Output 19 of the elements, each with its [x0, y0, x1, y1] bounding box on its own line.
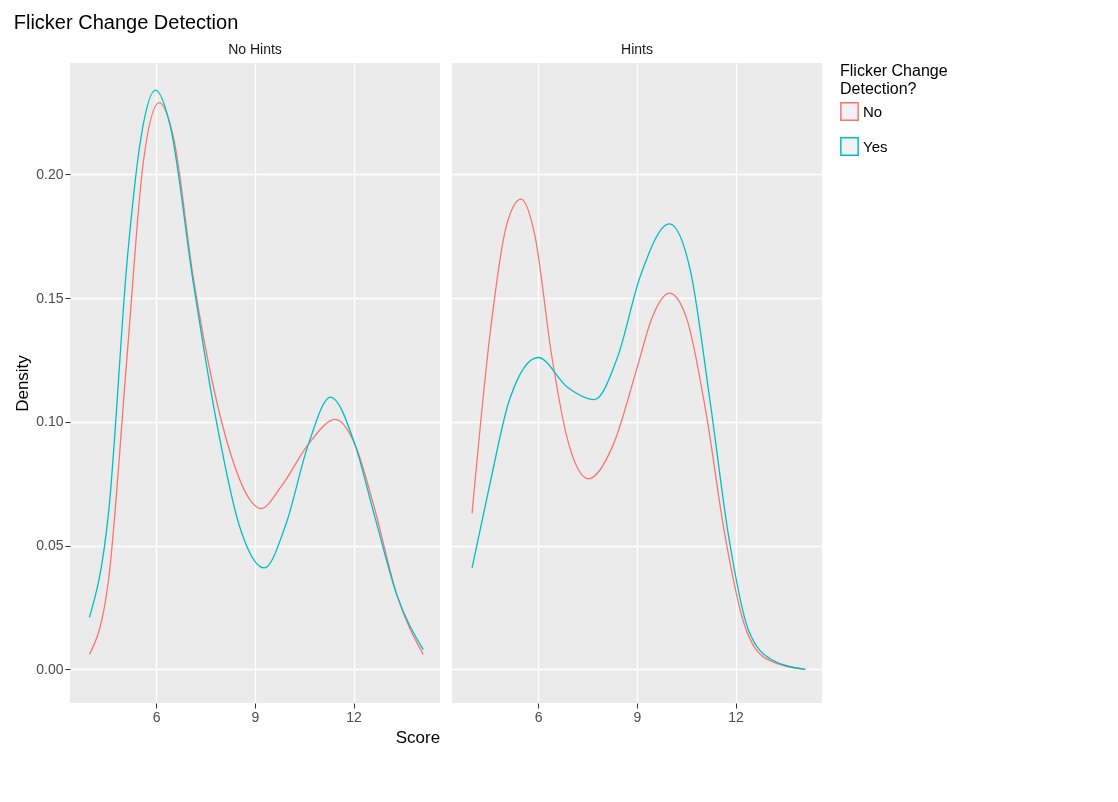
x-tick-label: 9 — [251, 708, 260, 725]
chart-subtitle: No Hints — [228, 41, 282, 57]
y-tick-label: 0.10 — [36, 413, 64, 430]
legend-label: Yes — [863, 137, 888, 155]
legend-label: No — [863, 102, 883, 120]
chart-title: Flicker Change Detection — [13, 11, 239, 33]
y-tick-label: 0.20 — [36, 165, 64, 182]
chart-subtitle: Hints — [621, 41, 653, 57]
x-tick-label: 12 — [728, 708, 744, 725]
x-tick-label: 9 — [633, 708, 642, 725]
y-tick-label: 0.15 — [36, 289, 64, 306]
x-tick-label: 6 — [534, 708, 543, 725]
y-axis-title: Density — [13, 354, 33, 412]
y-tick-label: 0.00 — [36, 660, 64, 677]
x-tick-label: 6 — [152, 708, 161, 725]
x-tick-label: 12 — [346, 708, 362, 725]
x-axis-title: Score — [395, 728, 441, 747]
y-tick-label: 0.05 — [36, 537, 64, 554]
legend-title: Flicker Change Detection? — [840, 62, 948, 97]
